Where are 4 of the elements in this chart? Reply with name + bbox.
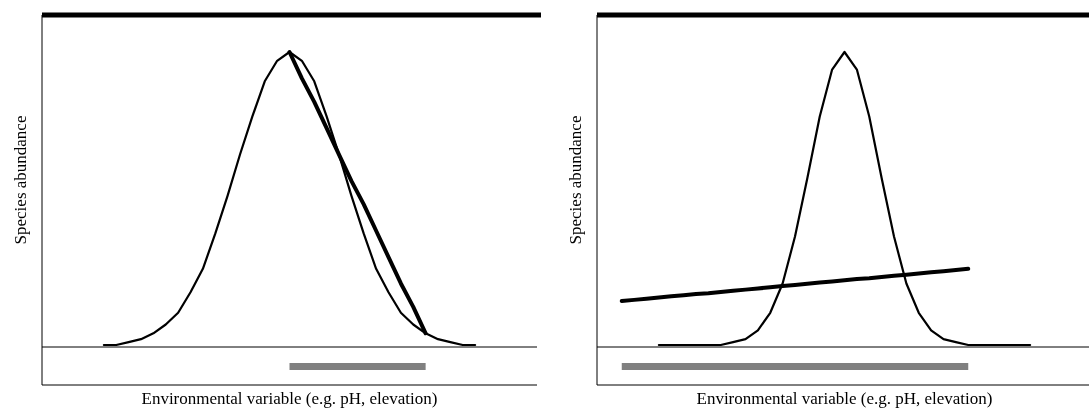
x-axis-title: Environmental variable (e.g. pH, elevation) <box>141 389 438 408</box>
x-axis-title: Environmental variable (e.g. pH, elevation) <box>696 389 993 408</box>
y-axis-title: Species abundance <box>11 115 30 245</box>
y-axis-title: Species abundance <box>566 115 585 245</box>
